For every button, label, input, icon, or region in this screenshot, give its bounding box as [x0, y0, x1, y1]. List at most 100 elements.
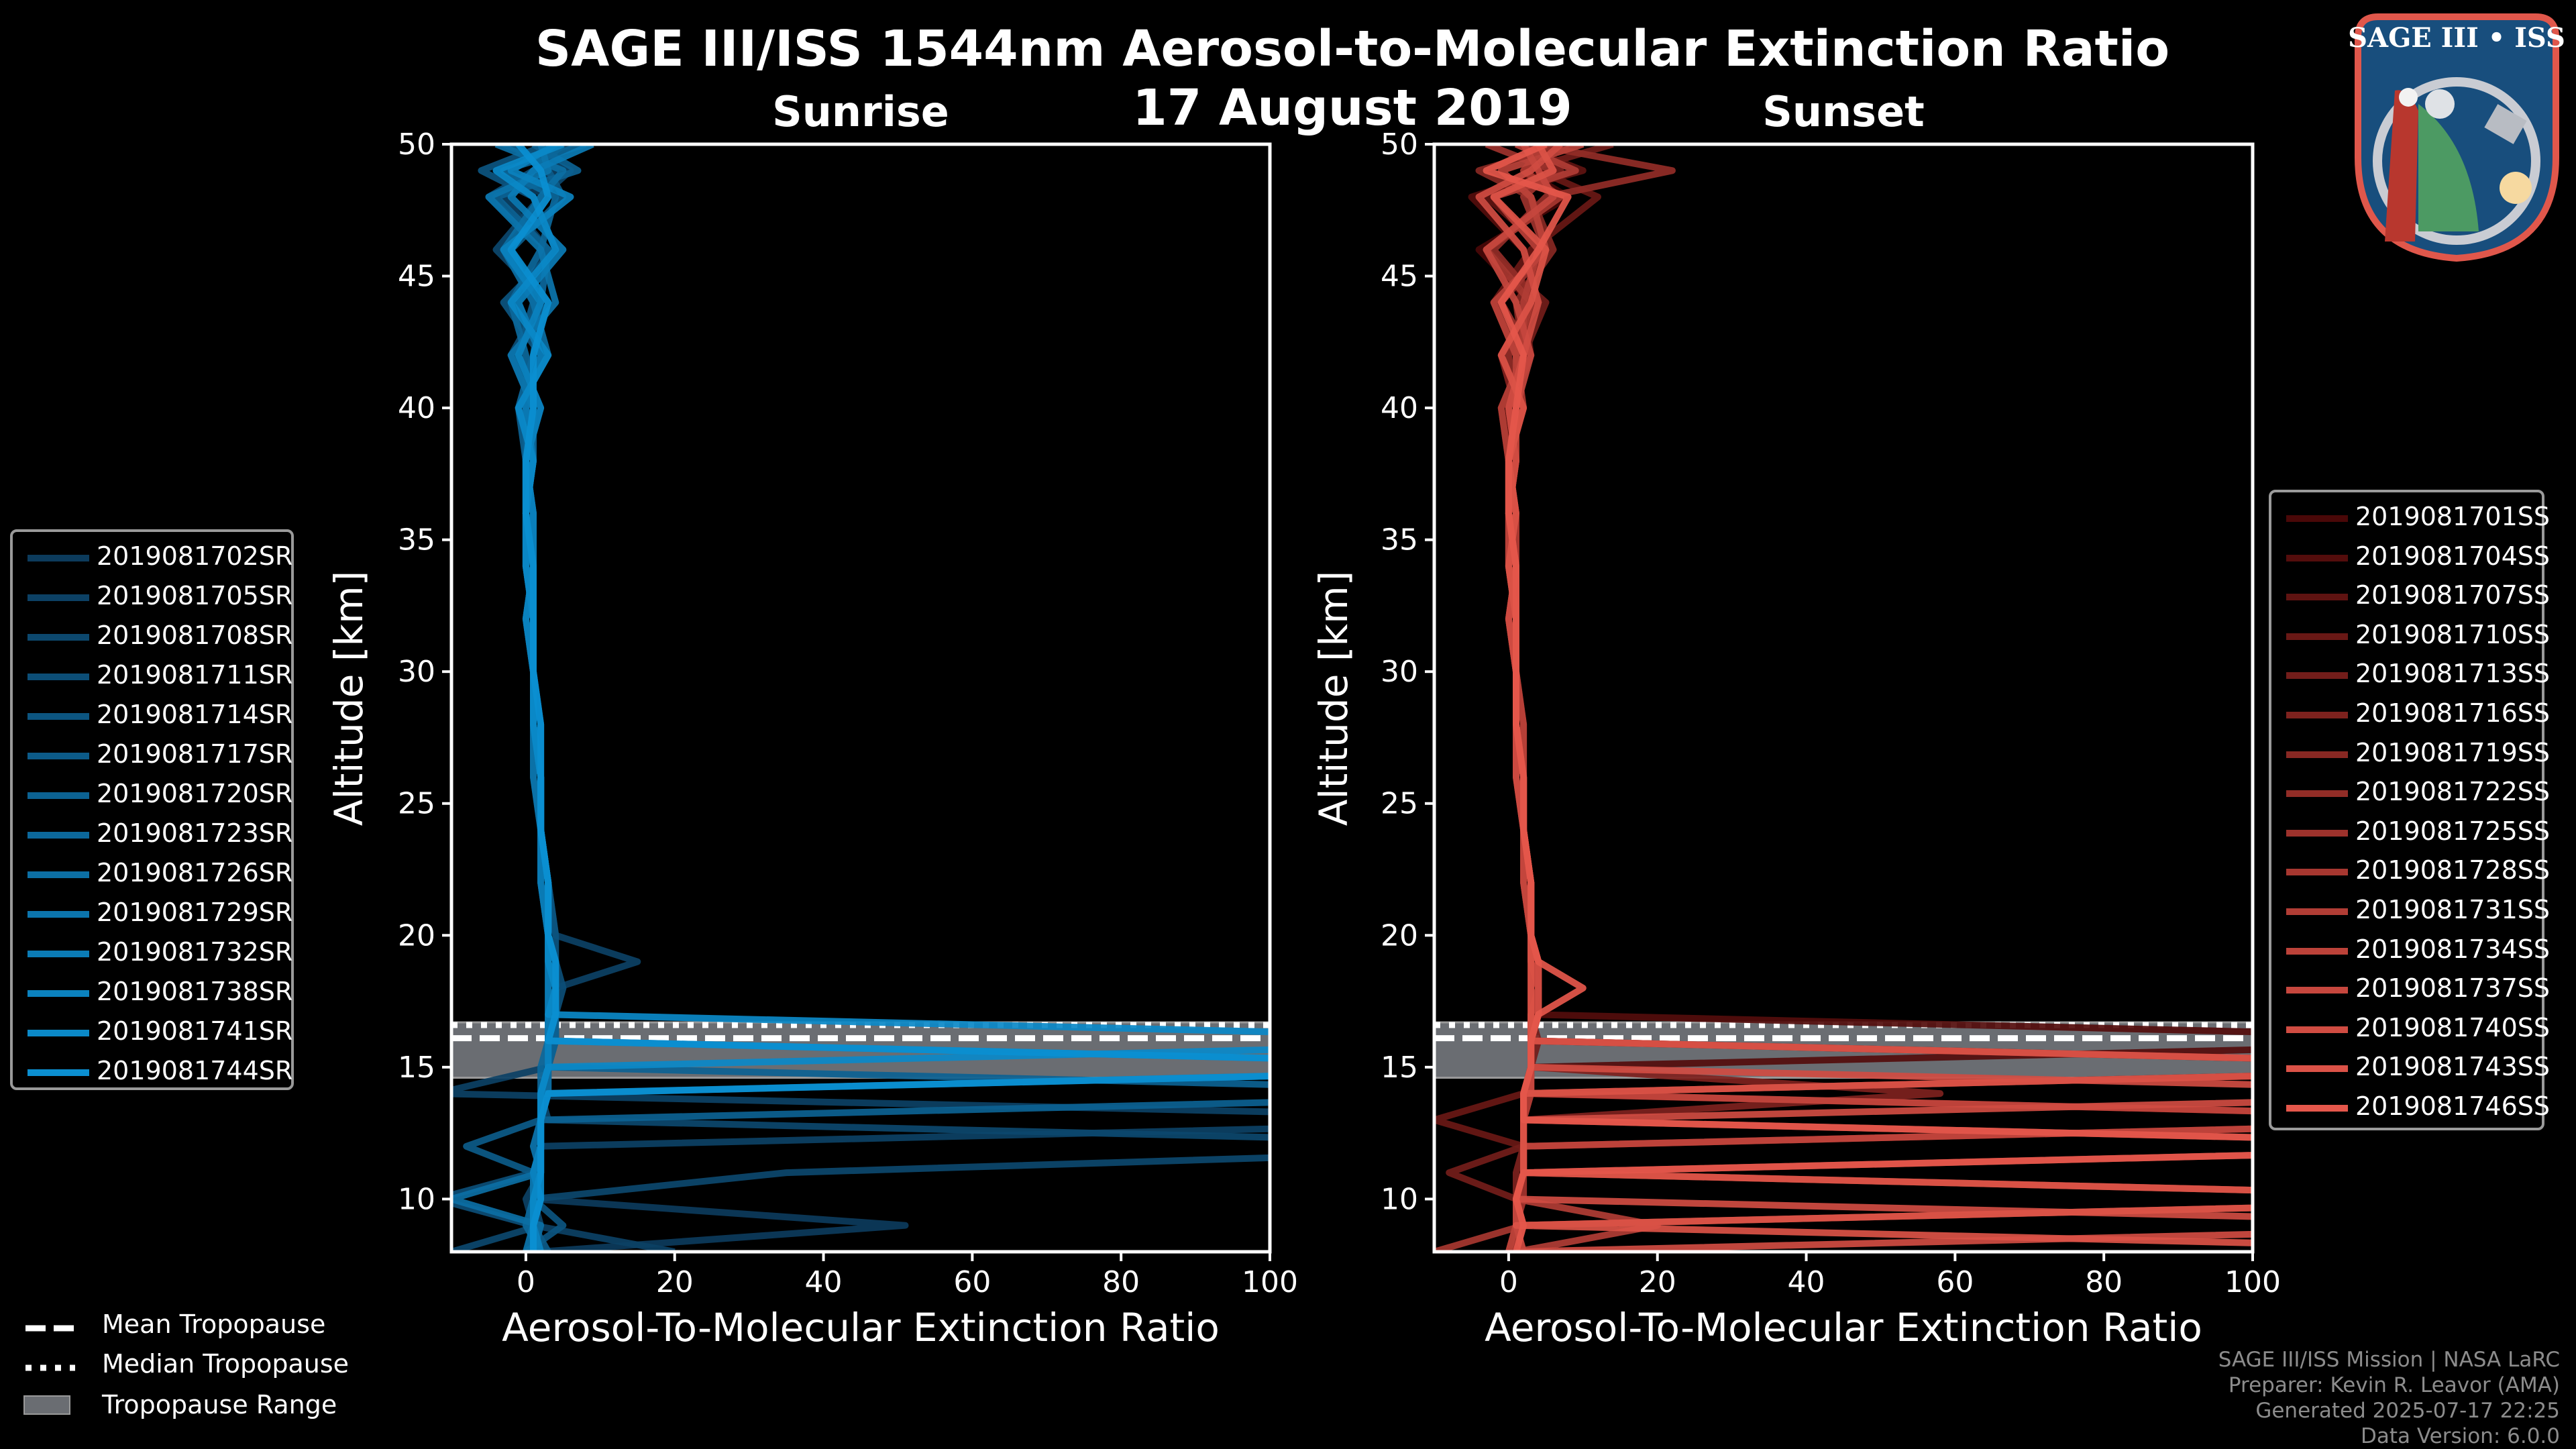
legend-item: 2019081741SR	[13, 1014, 293, 1053]
legend-label: 2019081711SR	[97, 660, 293, 690]
legend-line-swatch	[28, 674, 89, 680]
legend-label: 2019081716SS	[2355, 698, 2551, 728]
series-line-2019081744SR	[507, 144, 1270, 1252]
legend-line-swatch	[28, 753, 89, 759]
legend-line-swatch	[28, 911, 89, 918]
legend-item: 2019081734SS	[2271, 932, 2550, 971]
y-axis-label: Altitude [km]	[1311, 571, 1356, 826]
legend-label: 2019081704SS	[2355, 541, 2551, 571]
y-tick-label: 40	[398, 391, 435, 425]
legend-label: 2019081710SS	[2355, 619, 2551, 649]
y-tick-label: 10	[1381, 1182, 1418, 1216]
legend-label: Mean Tropopause	[102, 1309, 326, 1339]
x-tick-label: 0	[1499, 1265, 1518, 1299]
legend-item: 2019081746SS	[2271, 1089, 2550, 1128]
legend-item: 2019081726SR	[13, 855, 293, 894]
legend-label: 2019081729SR	[97, 898, 293, 927]
legend-item: 2019081744SR	[13, 1053, 293, 1092]
x-tick-label: 100	[1242, 1265, 1298, 1299]
y-axis-label: Altitude [km]	[326, 571, 372, 826]
legend-item-tropopause-range: Tropopause Range	[0, 1390, 402, 1429]
series-line-2019081732SR	[507, 144, 1270, 1252]
y-tick-label: 25	[1381, 787, 1418, 821]
legend-label: 2019081731SS	[2355, 895, 2551, 924]
sage-iii-iss-mission-logo: SAGE III • ISS	[2348, 13, 2565, 262]
legend-line-swatch	[2286, 554, 2348, 561]
legend-label: 2019081714SR	[97, 700, 293, 729]
legend-line-swatch	[2286, 594, 2348, 601]
legend-label: 2019081737SS	[2355, 973, 2551, 1004]
x-tick-label: 20	[1639, 1265, 1676, 1299]
legend-line-swatch	[2286, 1065, 2348, 1073]
sunset-axes-frame	[1432, 142, 2255, 1254]
panel-title-sunset: Sunset	[1762, 87, 1925, 136]
y-tick-label: 10	[398, 1182, 435, 1216]
legend-item: 2019081701SS	[2271, 499, 2550, 538]
legend-label: 2019081720SR	[97, 779, 293, 808]
legend-item: 2019081728SS	[2271, 853, 2550, 892]
y-tick-label: 40	[1381, 391, 1418, 425]
legend-label: Median Tropopause	[102, 1349, 349, 1379]
legend-label: 2019081705SR	[97, 581, 293, 610]
legend-item: 2019081713SS	[2271, 656, 2550, 695]
legend-item: 2019081710SS	[2271, 617, 2550, 656]
legend-line-swatch	[28, 1069, 89, 1076]
sunset-legend: 2019081701SS 2019081704SS 2019081707SS 2019…	[2269, 490, 2550, 1130]
legend-item: 2019081717SR	[13, 737, 292, 775]
legend-line-swatch	[2286, 515, 2348, 522]
legend-label: 2019081732SR	[97, 937, 293, 967]
legend-line-swatch	[2286, 1026, 2348, 1033]
legend-line-swatch	[28, 990, 89, 997]
legend-line-swatch	[2286, 751, 2348, 758]
x-tick-label: 60	[1936, 1265, 1974, 1299]
legend-label: 2019081744SR	[97, 1056, 293, 1085]
x-tick-label: 20	[656, 1265, 694, 1299]
legend-line-swatch	[28, 555, 89, 561]
legend-line-swatch	[2286, 908, 2348, 915]
legend-label: 2019081702SR	[97, 541, 293, 571]
legend-label: 2019081728SS	[2355, 855, 2551, 885]
y-tick-label: 50	[398, 127, 435, 162]
legend-item: 2019081708SR	[13, 618, 292, 657]
footer-mission: SAGE III/ISS Mission | NASA LaRC	[2218, 1348, 2560, 1372]
y-tick-label: 15	[398, 1051, 435, 1085]
legend-item: 2019081737SS	[2271, 971, 2550, 1010]
legend-line-swatch	[2286, 987, 2348, 994]
legend-line-swatch	[28, 634, 89, 641]
legend-label: 2019081741SR	[97, 1016, 293, 1046]
series-line-2019081705SR	[451, 144, 1270, 1252]
legend-label: 2019081725SS	[2355, 816, 2551, 846]
legend-label: 2019081726SR	[97, 858, 293, 888]
y-tick-label: 35	[1381, 523, 1418, 557]
series-line-2019081741SR	[492, 144, 1270, 1252]
legend-line-swatch	[2286, 1105, 2348, 1112]
series-line-2019081746SS	[1483, 144, 2253, 1252]
chart-date: 17 August 2019	[1132, 79, 1572, 137]
legend-line-swatch	[2286, 790, 2348, 798]
legend-item: 2019081711SR	[13, 657, 293, 696]
footer-preparer: Preparer: Kevin R. Leavor (AMA)	[2228, 1373, 2560, 1397]
legend-item: 2019081738SR	[13, 974, 292, 1013]
chart-title: SAGE III/ISS 1544nm Aerosol-to-Molecular…	[535, 20, 2170, 78]
legend-line-swatch	[2286, 633, 2348, 640]
legend-label: 2019081707SS	[2355, 580, 2551, 610]
x-tick-label: 100	[2224, 1265, 2281, 1299]
y-tick-label: 30	[398, 655, 435, 689]
legend-line-swatch	[28, 713, 89, 720]
x-tick-label: 0	[517, 1265, 535, 1299]
legend-item: 2019081732SR	[13, 934, 293, 973]
legend-label: 2019081746SS	[2355, 1091, 2551, 1121]
x-tick-label: 80	[1102, 1265, 1140, 1299]
legend-label: 2019081723SR	[97, 818, 293, 848]
y-tick-label: 30	[1381, 655, 1418, 689]
legend-item: 2019081722SS	[2271, 774, 2550, 813]
legend-line-swatch	[28, 792, 89, 799]
legend-item: 2019081707SS	[2271, 578, 2550, 616]
legend-line-swatch	[28, 594, 89, 601]
legend-item: 2019081716SS	[2271, 696, 2550, 735]
series-line-2019081720SR	[492, 144, 1270, 1252]
sunrise-legend: 2019081702SR 2019081705SR 2019081708SR 2019…	[10, 529, 294, 1090]
sunset-plot-area	[1434, 144, 2253, 1252]
legend-item: 2019081729SR	[13, 895, 293, 934]
y-tick-label: 45	[1381, 260, 1418, 294]
